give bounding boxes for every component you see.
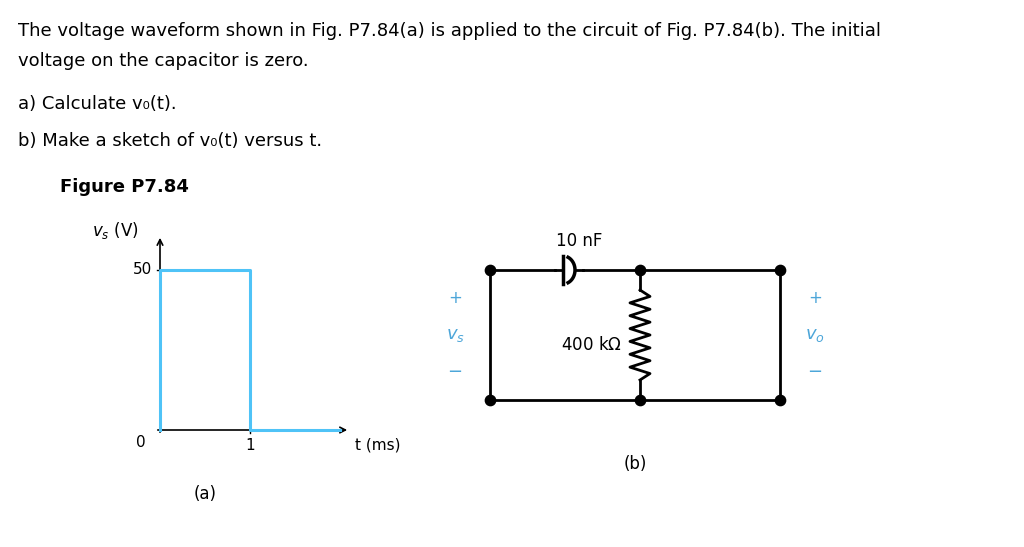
Text: t (ms): t (ms)	[355, 438, 400, 453]
Text: voltage on the capacitor is zero.: voltage on the capacitor is zero.	[18, 52, 308, 70]
Text: Figure P7.84: Figure P7.84	[60, 178, 188, 196]
Text: 400 k$\Omega$: 400 k$\Omega$	[561, 336, 622, 354]
Text: 0: 0	[136, 435, 146, 450]
Text: $v_o$: $v_o$	[805, 326, 825, 344]
Text: −: −	[808, 363, 822, 381]
Text: 50: 50	[133, 263, 152, 277]
Text: $v_s$ (V): $v_s$ (V)	[92, 220, 138, 241]
Text: a) Calculate v₀(t).: a) Calculate v₀(t).	[18, 95, 176, 113]
Text: (b): (b)	[624, 455, 647, 473]
Text: b) Make a sketch of v₀(t) versus t.: b) Make a sketch of v₀(t) versus t.	[18, 132, 323, 150]
Point	[772, 395, 788, 404]
Text: (a): (a)	[194, 485, 216, 503]
Text: 1: 1	[245, 438, 255, 453]
Point	[772, 266, 788, 275]
Point	[482, 395, 499, 404]
Text: +: +	[808, 289, 822, 307]
Text: $v_s$: $v_s$	[445, 326, 465, 344]
Point	[632, 266, 648, 275]
Text: +: +	[449, 289, 462, 307]
Point	[632, 395, 648, 404]
Text: −: −	[447, 363, 463, 381]
Point	[482, 266, 499, 275]
Text: 10 nF: 10 nF	[556, 232, 602, 250]
Text: The voltage waveform shown in Fig. P7.84(a) is applied to the circuit of Fig. P7: The voltage waveform shown in Fig. P7.84…	[18, 22, 881, 40]
